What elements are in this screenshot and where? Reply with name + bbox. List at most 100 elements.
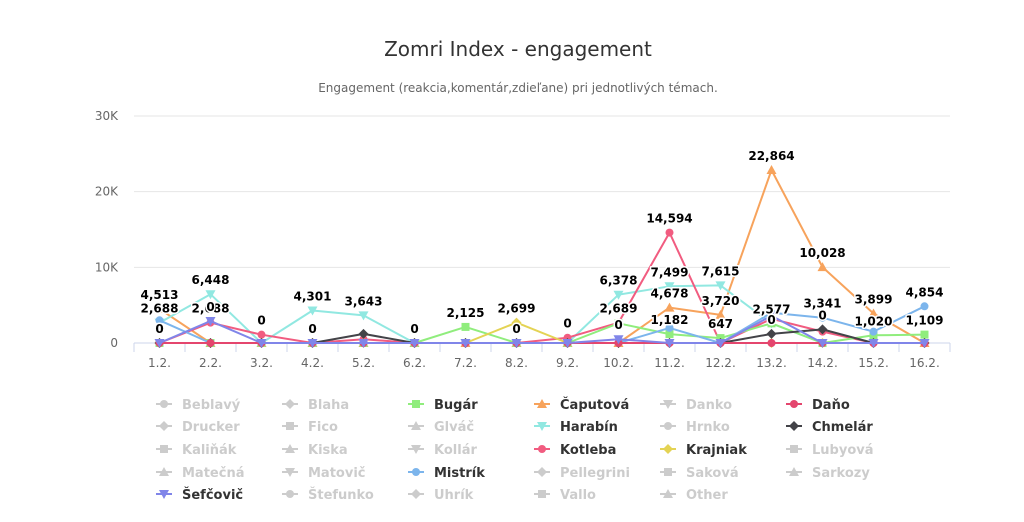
legend-item-lubyova[interactable]: Lubyová <box>786 443 874 458</box>
legend-item-kotleba[interactable]: Kotleba <box>534 443 616 458</box>
data-label: 3,899 <box>855 292 893 306</box>
legend-marker <box>411 445 421 454</box>
data-point <box>257 330 266 339</box>
legend-item-glvac[interactable]: Glváč <box>408 420 474 435</box>
data-label: 6,378 <box>600 274 638 288</box>
legend-item-beblavy[interactable]: Beblavý <box>156 398 241 413</box>
legend-label: Kaliňák <box>182 443 237 458</box>
data-label: 1,109 <box>906 314 944 328</box>
data-point <box>766 164 777 174</box>
legend-marker <box>789 421 799 431</box>
data-label: 4,513 <box>141 288 179 302</box>
data-point <box>665 330 674 339</box>
x-tick-label: 14.2. <box>807 356 838 370</box>
data-label: 14,594 <box>646 212 692 226</box>
legend-label: Vallo <box>560 488 596 503</box>
data-label: 1,182 <box>651 313 689 327</box>
data-point <box>511 317 522 328</box>
data-point <box>817 339 828 348</box>
legend-item-stefunko[interactable]: Štefunko <box>282 487 374 503</box>
legend-marker <box>285 399 295 409</box>
legend-label: Kollár <box>434 443 477 458</box>
series-sefcovic[interactable] <box>154 311 930 348</box>
legend-item-kalinak[interactable]: Kaliňák <box>156 443 237 458</box>
legend-marker <box>159 467 169 476</box>
legend-marker <box>664 468 672 476</box>
legend-item-vallo[interactable]: Vallo <box>534 488 596 503</box>
legend-item-krajniak[interactable]: Krajniak <box>660 443 747 458</box>
data-label: 2,688 <box>141 302 179 316</box>
legend-marker <box>663 400 673 409</box>
legend-item-danko[interactable]: Danko <box>660 398 732 413</box>
legend-item-harabin[interactable]: Harabín <box>534 420 618 435</box>
x-tick-label: 3.2. <box>250 356 273 370</box>
legend-marker <box>537 422 547 431</box>
chart-title: Zomri Index - engagement <box>384 37 652 61</box>
x-tick-label: 15.2. <box>858 356 889 370</box>
data-point <box>715 339 726 348</box>
legend-label: Bugár <box>434 398 478 413</box>
legend-item-kollar[interactable]: Kollár <box>408 443 477 458</box>
legend-label: Glváč <box>434 420 474 435</box>
data-label: 4,854 <box>906 285 944 299</box>
legend-marker <box>537 467 547 477</box>
data-point <box>665 323 674 332</box>
legend-label: Čaputová <box>560 397 629 413</box>
data-point <box>818 313 827 322</box>
legend-item-sakova[interactable]: Saková <box>660 466 739 481</box>
x-tick-label: 10.2. <box>603 356 634 370</box>
legend-item-matovic[interactable]: Matovič <box>282 466 366 481</box>
legend-item-bugar[interactable]: Bugár <box>408 398 478 413</box>
legend-marker <box>538 490 546 498</box>
legend-label: Mistrík <box>434 466 485 481</box>
legend-marker <box>285 468 295 477</box>
legend-item-chmelar[interactable]: Chmelár <box>786 420 873 435</box>
legend-label: Hrnko <box>686 420 730 435</box>
data-point <box>358 339 369 348</box>
y-tick-label: 30K <box>95 109 119 123</box>
legend-item-blaha[interactable]: Blaha <box>282 398 349 413</box>
legend-marker <box>159 490 169 499</box>
x-tick-label: 13.2. <box>756 356 787 370</box>
legend-marker <box>412 400 420 408</box>
legend-item-sefcovic[interactable]: Šefčovič <box>156 487 243 503</box>
legend-item-mistrik[interactable]: Mistrík <box>408 466 485 481</box>
legend-item-uhrik[interactable]: Uhrík <box>408 488 474 503</box>
legend-item-matecna[interactable]: Matečná <box>156 466 244 481</box>
axis-layer: 0 10K 20K 30K 1.2. 2.2. 3.2. 4.2. 5.2. 6.2. 7.2. 8.… <box>95 109 951 370</box>
y-tick-label: 20K <box>95 185 119 199</box>
legend-marker <box>663 444 673 454</box>
data-point <box>664 339 675 348</box>
legend-label: Saková <box>686 466 739 481</box>
data-point <box>562 339 573 348</box>
legend-label: Harabín <box>560 420 618 435</box>
legend-item-sarkozy[interactable]: Sarkozy <box>786 466 870 481</box>
legend-marker <box>411 421 421 430</box>
data-point <box>767 319 776 328</box>
data-label: 4,301 <box>294 289 332 303</box>
legend-item-drucker[interactable]: Drucker <box>156 420 240 435</box>
data-point <box>460 339 471 348</box>
legend-label: Daňo <box>812 398 850 413</box>
series-line-sefcovic <box>159 314 925 344</box>
legend-item-caputova[interactable]: Čaputová <box>534 397 629 413</box>
data-point <box>256 339 267 348</box>
legend-item-other[interactable]: Other <box>660 488 728 503</box>
legend-item-fico[interactable]: Fico <box>282 420 338 435</box>
legend-item-kiska[interactable]: Kiska <box>282 443 348 458</box>
legend-marker <box>286 490 294 498</box>
legend-item-pellegrini[interactable]: Pellegrini <box>534 466 630 481</box>
legend-label: Beblavý <box>182 398 241 413</box>
legend-item-hrnko[interactable]: Hrnko <box>660 420 730 435</box>
legend-marker <box>538 445 546 453</box>
data-label: 3,341 <box>804 297 842 311</box>
data-label: 3,720 <box>702 294 740 308</box>
data-point <box>766 311 777 321</box>
legend-item-dano[interactable]: Daňo <box>786 398 850 413</box>
legend-marker <box>285 444 295 453</box>
y-tick-label: 0 <box>110 336 118 350</box>
x-tick-label: 2.2. <box>199 356 222 370</box>
data-label: 22,864 <box>748 149 794 163</box>
x-tick-label: 6.2. <box>403 356 426 370</box>
